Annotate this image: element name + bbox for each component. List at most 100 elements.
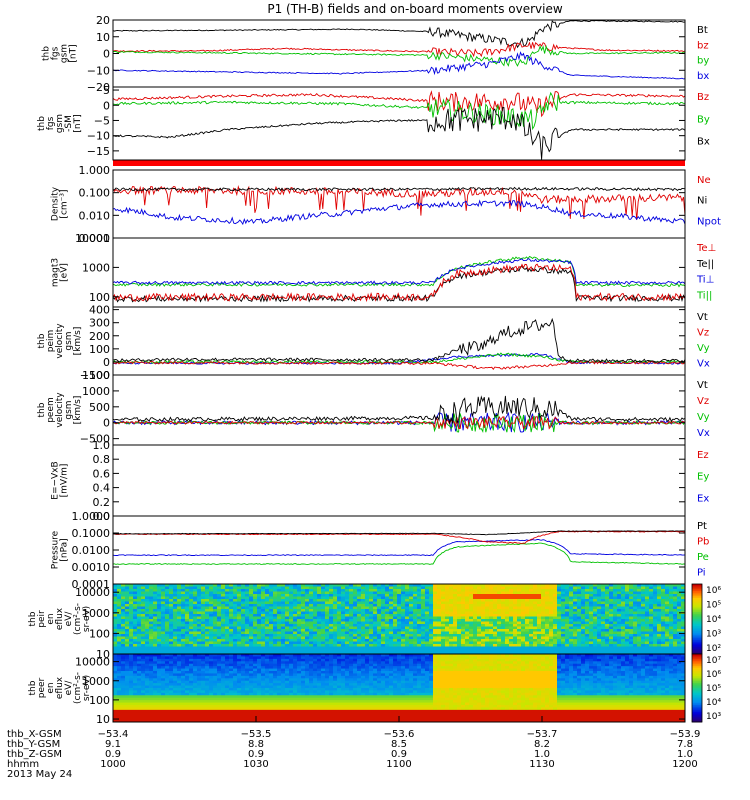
panel-peer: 10⁷ 10⁶ 10⁵ 10⁴ 10³ 10000 1000 100 10 thb peer en ef… [28, 653, 721, 726]
panel-temp: 10000 1000 100 magt3 [eV] Te⊥ Te|| Ti⊥ Ti|| [51, 232, 716, 308]
y-tick-label: 10 [96, 713, 110, 726]
y-tick-label: 200 [89, 330, 110, 343]
y-axis-label: [eV] [60, 263, 70, 282]
panel-frame [112, 444, 686, 517]
panel-frame [112, 374, 686, 446]
series-line-Pt [113, 530, 685, 536]
colorbar-tick-label: 10³ [706, 630, 721, 640]
legend-entry: Pb [697, 537, 709, 548]
y-tick-label: 0.0010 [72, 561, 111, 574]
y-axis-label: thb [28, 611, 38, 626]
y-tick-label: 1000 [82, 675, 110, 688]
series-line-Bt [113, 20, 685, 49]
series-line-Ti|| [113, 255, 685, 288]
colorbar-tick-label: 10³ [706, 712, 721, 722]
series-line-Pe [113, 542, 685, 565]
panel-frame [112, 86, 686, 161]
legend-entry: Ne [697, 175, 711, 186]
legend-entry: Vt [697, 312, 708, 323]
y-axis-label: thb [28, 680, 38, 695]
x-row-value: 1100 [386, 759, 411, 770]
y-tick-label: 10000 [75, 586, 110, 599]
y-axis-label: (cm²-s- [73, 672, 83, 704]
series-line-Vt [113, 395, 685, 425]
y-axis-label: thb [42, 46, 52, 61]
y-tick-label: 100 [89, 343, 110, 356]
series-group-fgs [113, 20, 685, 80]
y-tick-label: 0 [103, 48, 110, 61]
y-tick-label: 10000 [75, 232, 110, 245]
y-tick-label: 0.010 [79, 209, 111, 222]
y-axis-label: Pressure [51, 530, 61, 569]
y-axis-label: thb [37, 402, 47, 417]
legend-entry: Vt [697, 380, 708, 391]
y-tick-label: 0.0 [93, 510, 111, 523]
series-line-Vz [113, 415, 685, 430]
series-line-Vz [113, 360, 685, 370]
colorbar-peir: 10⁶ 10⁵ 10⁴ 10³ 10² [691, 583, 721, 655]
legend-entry: Pe [697, 552, 709, 563]
series-group-peim [113, 317, 685, 370]
y-tick-label: 0.001 [79, 232, 111, 245]
series-line-bx [113, 51, 685, 80]
legend-entry: Pt [697, 521, 707, 532]
panel-frame [112, 169, 686, 239]
y-tick-label: 1.000 [79, 164, 111, 177]
y-tick-label: −10 [87, 130, 110, 143]
series-line-by [113, 44, 685, 67]
x-row-value: 1.0 [677, 749, 693, 760]
series-line-bz [113, 41, 685, 58]
x-row-value: 8.8 [248, 739, 264, 750]
chart-title: P1 (TH-B) fields and on-board moments ov… [267, 2, 563, 16]
panel-fgs: 20 10 0 −10 −20 thb fgs gsm [nT] Bt bz by bx [42, 14, 710, 94]
y-tick-label: 100 [89, 291, 110, 304]
y-axis-label: thb [37, 333, 47, 348]
legend-entry: Bx [697, 137, 710, 148]
panel-efield: 1.00.80.6 0.40.20.0 E=−VxB [mV/m] Ez Ey Ex [51, 439, 710, 523]
series-group-temp [113, 255, 685, 303]
panel-frame [112, 515, 686, 585]
y-axis-label: magt3 [51, 258, 61, 287]
y-tick-label: −10 [87, 64, 110, 77]
y-axis-label: (cm²-s- [73, 603, 83, 635]
legend-entry: Vy [697, 343, 710, 354]
y-axis-label: [nT] [73, 114, 83, 132]
y-axis-label: [mV/m] [60, 464, 70, 498]
y-tick-label: −15 [87, 145, 110, 158]
y-axis-label: [nPa] [60, 538, 70, 561]
y-tick-label: 0.2 [93, 496, 111, 509]
legend-entry: Pi [697, 568, 706, 579]
series-line-Te⊥ [113, 263, 685, 303]
colorbar-peer: 10⁷ 10⁶ 10⁵ 10⁴ 10³ [691, 653, 721, 723]
y-tick-label: 10 [96, 648, 110, 661]
y-tick-label: 0.100 [79, 187, 111, 200]
y-tick-label: 5 [103, 84, 110, 97]
colorbar-tick-label: 10⁵ [706, 684, 721, 694]
legend-entry: Ey [697, 472, 709, 483]
legend-entry: Bz [697, 92, 709, 103]
y-tick-label: 1.0 [93, 439, 111, 452]
y-tick-label: 0.8 [93, 453, 111, 466]
y-tick-label: 0.0100 [72, 544, 111, 557]
x-row-value: 9.1 [105, 739, 121, 750]
y-tick-label: 400 [89, 304, 110, 317]
y-tick-label: 20 [96, 14, 110, 27]
colorbar-tick-label: 10⁵ [706, 601, 721, 611]
x-row-label: hhmm [7, 759, 39, 770]
y-axis-label: velocity [55, 323, 65, 359]
x-row-value: 0.9 [391, 749, 407, 760]
series-line-Pb [113, 530, 685, 544]
series-line-Bz [113, 90, 685, 118]
series-line-Vt [113, 317, 685, 363]
y-axis-label: gsm [55, 114, 65, 133]
y-tick-label: 10000 [75, 656, 110, 669]
legend-entry: Ez [697, 450, 709, 461]
x-row-value: 1030 [243, 759, 268, 770]
y-axis-label: [km/s] [73, 327, 83, 356]
legend-entry: Ex [697, 493, 709, 504]
series-group-density [113, 185, 685, 226]
legend-entry: by [697, 56, 709, 67]
colorbar-tick-label: 10⁴ [706, 615, 721, 625]
